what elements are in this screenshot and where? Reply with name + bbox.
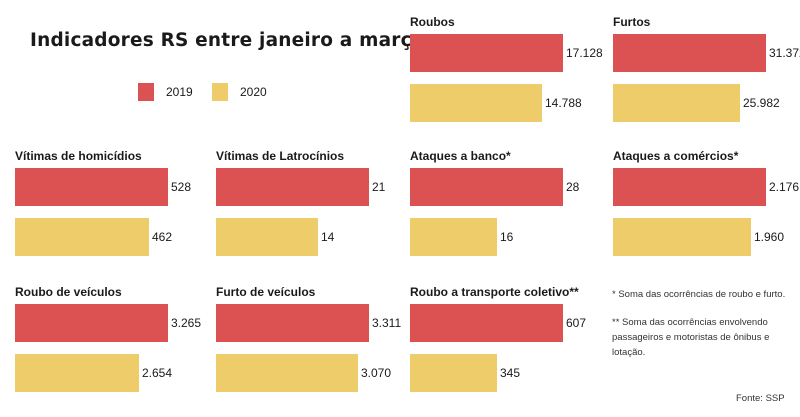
data-label-2020: 3.070 <box>361 366 392 380</box>
bar-2019 <box>613 34 766 72</box>
panel-4: Vítimas de Latrocínios 21 14 <box>216 149 406 256</box>
bar-2020 <box>15 218 149 256</box>
legend-label-2019: 2019 <box>166 85 193 99</box>
panel-3: Vítimas de homicídios 528 462 <box>15 149 205 256</box>
data-label-2020: 16 <box>500 230 514 244</box>
legend-label-2020: 2020 <box>240 85 267 99</box>
panel-title: Ataques a banco* <box>410 149 511 163</box>
bar-2020 <box>410 218 497 256</box>
panel-9: Roubo a transporte coletivo** 607 345 <box>410 285 600 392</box>
bar-2019 <box>410 304 563 342</box>
data-label-2020: 25.982 <box>743 96 780 110</box>
panel-title: Roubos <box>410 15 455 29</box>
bar-2020 <box>410 354 497 392</box>
bar-2019 <box>410 168 563 206</box>
legend-item-2019: 2019 <box>138 83 193 101</box>
legend-item-2020: 2020 <box>212 83 267 101</box>
footnote-single-asterisk: * Soma das ocorrências de roubo e furto. <box>612 289 786 300</box>
data-label-2019: 21 <box>372 180 386 194</box>
bar-2020 <box>216 218 318 256</box>
bar-2019 <box>216 168 369 206</box>
panel-8: Furto de veículos 3.311 3.070 <box>216 285 406 392</box>
data-label-2019: 528 <box>171 180 192 194</box>
bar-2020 <box>410 84 542 122</box>
panel-1: Roubos 17.128 14.788 <box>410 15 603 122</box>
data-label-2019: 2.176 <box>769 180 800 194</box>
bar-2019 <box>216 304 369 342</box>
bar-2020 <box>613 218 751 256</box>
data-label-2020: 1.960 <box>754 230 785 244</box>
data-label-2020: 2.654 <box>142 366 173 380</box>
data-label-2019: 28 <box>566 180 580 194</box>
data-label-2019: 3.311 <box>372 316 402 330</box>
bar-2020 <box>15 354 139 392</box>
panel-title: Furtos <box>613 15 651 29</box>
data-label-2020: 14 <box>321 230 335 244</box>
data-label-2019: 3.265 <box>171 316 202 330</box>
source-credit: Fonte: SSP <box>736 393 785 404</box>
bar-2020 <box>613 84 740 122</box>
data-label-2019: 31.372 <box>769 46 800 60</box>
chart-title: Indicadores RS entre janeiro a março <box>30 30 425 51</box>
bar-2019 <box>15 304 168 342</box>
panel-title: Vítimas de Latrocínios <box>216 149 345 163</box>
panel-5: Ataques a banco* 28 16 <box>410 149 600 256</box>
data-label-2019: 607 <box>566 316 587 330</box>
bar-2019 <box>613 168 766 206</box>
footnote-double-asterisk-line2: passageiros e motoristas de ônibus e lot… <box>612 332 770 358</box>
bar-2019 <box>410 34 563 72</box>
bar-2019 <box>15 168 168 206</box>
data-label-2019: 17.128 <box>566 46 603 60</box>
panel-title: Roubo de veículos <box>15 285 122 299</box>
panel-title: Ataques a comércios* <box>613 149 739 163</box>
panel-6: Ataques a comércios* 2.176 1.960 <box>613 149 800 256</box>
panel-title: Vítimas de homicídios <box>15 149 142 163</box>
data-label-2020: 462 <box>152 230 173 244</box>
data-label-2020: 345 <box>500 366 521 380</box>
panel-2: Furtos 31.372 25.982 <box>613 15 800 122</box>
bar-2020 <box>216 354 358 392</box>
panel-title: Roubo a transporte coletivo** <box>410 285 579 299</box>
data-label-2020: 14.788 <box>545 96 582 110</box>
panel-7: Roubo de veículos 3.265 2.654 <box>15 285 205 392</box>
footnote-double-asterisk-line1: ** Soma das ocorrências envolvendo <box>612 317 768 328</box>
legend-swatch-2020 <box>212 83 228 101</box>
panel-title: Furto de veículos <box>216 285 316 299</box>
legend-swatch-2019 <box>138 83 154 101</box>
